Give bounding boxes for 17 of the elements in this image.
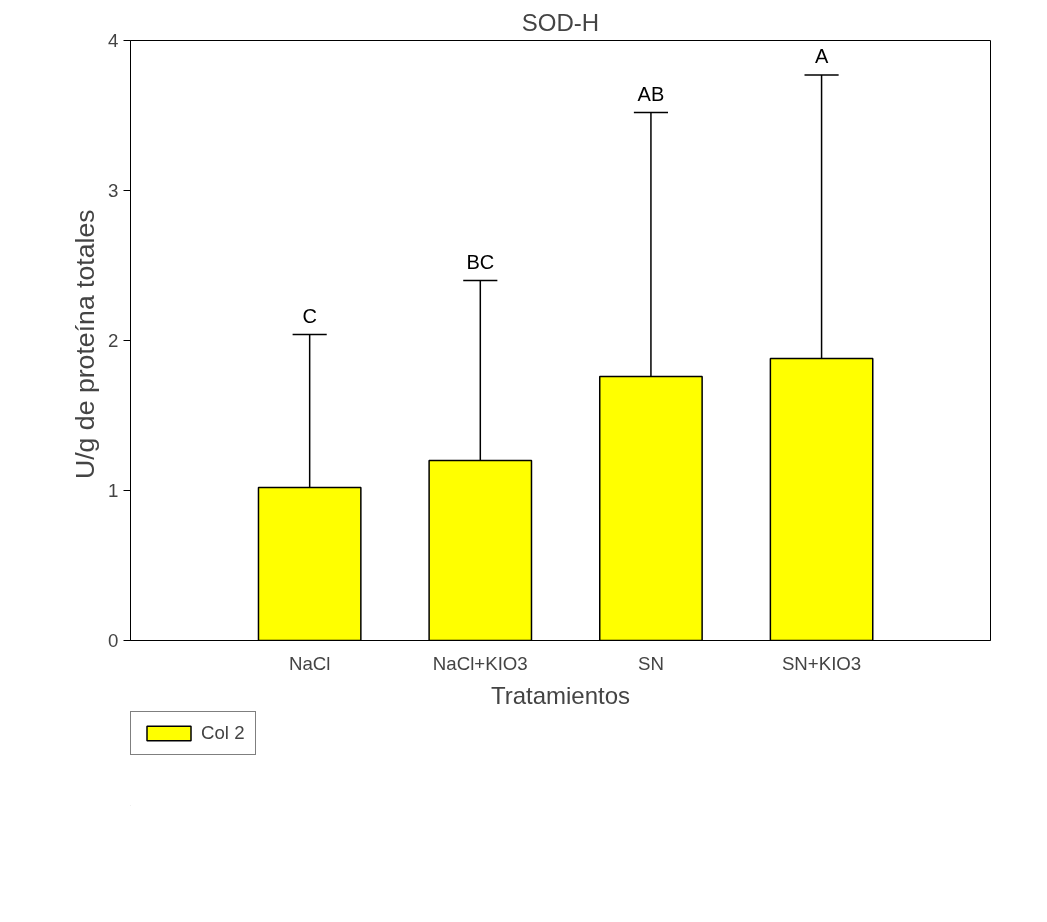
x-tick-label: SN [637, 652, 664, 674]
x-axis-title: Tratamientos [490, 681, 631, 709]
y-tick-label: 1 [108, 480, 119, 501]
y-axis-title: U/g de proteína totales [70, 209, 101, 480]
x-tick-label: SN+KIO3 [781, 652, 862, 674]
annotation: A [814, 45, 829, 67]
annotation: BC [466, 250, 495, 273]
legend-label: Col 2 [201, 722, 245, 744]
annotation: C [302, 304, 317, 327]
chart-title: SOD-H [521, 8, 600, 36]
x-tick-label: NaCl+KIO3 [432, 652, 528, 674]
x-tick-label: NaCl [288, 652, 331, 674]
y-tick-label: 4 [108, 30, 119, 51]
y-tick-label: 3 [108, 180, 119, 201]
y-tick-label: 2 [108, 330, 119, 351]
annotation: AB [637, 82, 665, 105]
y-tick-label: 0 [108, 630, 119, 651]
